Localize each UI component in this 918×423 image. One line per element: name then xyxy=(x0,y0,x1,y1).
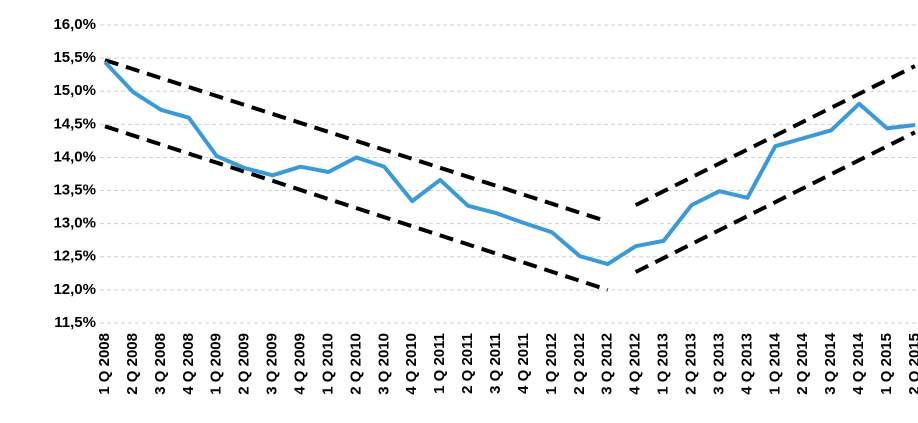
x-tick-label: 3 Q 2013 xyxy=(710,333,727,395)
x-tick-label: 2 Q 2013 xyxy=(682,333,699,395)
y-tick-label: 11,5% xyxy=(54,314,96,331)
x-tick-label: 4 Q 2011 xyxy=(515,333,532,394)
trend-line xyxy=(104,58,609,224)
y-tick-label: 15,5% xyxy=(53,49,96,66)
x-tick-label: 4 Q 2008 xyxy=(180,333,197,395)
x-tick-label: 2 Q 2010 xyxy=(347,333,364,395)
x-tick-label: 2 Q 2009 xyxy=(236,333,253,395)
y-tick-label: 13,5% xyxy=(53,182,96,199)
x-tick-label: 2 Q 2015 xyxy=(906,333,918,395)
y-tick-label: 14,5% xyxy=(53,115,96,132)
x-tick-label: 2 Q 2011 xyxy=(459,333,476,394)
trend-line xyxy=(104,124,609,292)
x-tick-label: 3 Q 2008 xyxy=(152,333,169,395)
x-tick-label: 2 Q 2012 xyxy=(571,333,588,395)
x-tick-label: 1 Q 2009 xyxy=(208,333,225,395)
y-tick-label: 15,0% xyxy=(53,82,96,99)
x-tick-label: 4 Q 2012 xyxy=(627,333,644,395)
x-tick-label: 1 Q 2011 xyxy=(431,333,448,394)
x-tick-label: 4 Q 2009 xyxy=(291,333,308,395)
data-line xyxy=(103,60,916,267)
x-tick-label: 3 Q 2014 xyxy=(822,332,839,394)
x-tick-label: 3 Q 2011 xyxy=(487,333,504,394)
x-tick-label: 3 Q 2010 xyxy=(375,333,392,395)
y-tick-label: 16,0% xyxy=(53,16,96,33)
y-tick-label: 12,0% xyxy=(53,281,96,298)
x-tick-label: 1 Q 2008 xyxy=(96,333,113,395)
x-tick-label: 1 Q 2010 xyxy=(319,333,336,395)
x-tick-label: 1 Q 2012 xyxy=(543,333,560,395)
x-tick-label: 2 Q 2008 xyxy=(124,333,141,395)
y-tick-label: 14,0% xyxy=(53,148,96,165)
y-tick-label: 12,5% xyxy=(53,248,96,265)
x-tick-label: 4 Q 2013 xyxy=(738,333,755,395)
x-tick-label: 1 Q 2013 xyxy=(655,333,672,395)
y-tick-label: 13,0% xyxy=(53,215,96,232)
x-tick-label: 4 Q 2014 xyxy=(850,332,867,394)
x-tick-label: 3 Q 2009 xyxy=(264,333,281,395)
x-tick-label: 3 Q 2012 xyxy=(599,333,616,395)
x-tick-label: 2 Q 2014 xyxy=(794,332,811,394)
trend-line xyxy=(634,130,916,274)
x-tick-label: 1 Q 2014 xyxy=(766,332,783,394)
trend-line xyxy=(634,64,916,207)
x-tick-label: 4 Q 2010 xyxy=(403,333,420,395)
x-tick-label: 1 Q 2015 xyxy=(878,333,895,395)
